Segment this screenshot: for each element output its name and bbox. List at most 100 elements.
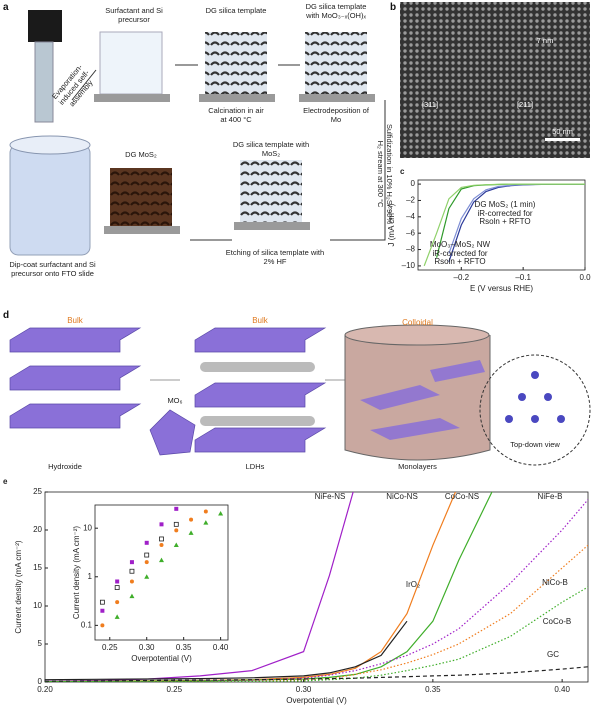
panel-label: d: [3, 310, 10, 321]
step-label: Dip-coat surfactant and Si precursor ont…: [9, 260, 96, 278]
tem-label: [311]: [421, 100, 439, 109]
y-axis-label: Current density (mA cm⁻²): [72, 526, 81, 619]
lattice: [505, 371, 565, 423]
phase-label: Bulk: [67, 316, 83, 325]
x-tick-label: 0.35: [425, 685, 441, 694]
zoom-circle: [479, 354, 591, 466]
beaker: [9, 144, 91, 256]
plot-frame: [417, 179, 586, 271]
y-axis-label: J (mA cm⁻²): [387, 203, 396, 246]
substrates: [94, 94, 375, 234]
panel-label: c: [400, 167, 405, 176]
y-axis-label: Current density (mA cm⁻²): [14, 540, 23, 633]
series-line: [45, 666, 588, 682]
tem-image: [400, 2, 590, 158]
series-label: NiFe-B: [538, 492, 563, 501]
marker: [129, 560, 134, 565]
marker: [218, 511, 224, 516]
step-label: Surfactant and Si precursor: [105, 6, 163, 24]
annotation: Rsoln + RFTO: [434, 257, 485, 266]
y-tick-label: 10: [83, 523, 92, 532]
stage-label: MO₆: [167, 396, 183, 405]
step-label: Electrodeposition of Mo: [303, 106, 369, 124]
x-tick-label: –0.2: [454, 273, 470, 282]
marker: [100, 608, 105, 613]
x-tick-label: 0.30: [296, 685, 312, 694]
cube: [240, 160, 302, 222]
panel-label: e: [3, 477, 8, 486]
marker: [115, 600, 120, 605]
marker: [189, 517, 194, 522]
marker: [159, 557, 164, 563]
step-label: Sulfidization in 10% H₂S/ 90% H₂ stream …: [376, 123, 394, 225]
tem-label: 7 nm: [536, 36, 554, 45]
marker: [114, 614, 120, 619]
series-label: NiCo-B: [542, 578, 568, 587]
monolayer-sheets: [360, 360, 485, 440]
marker: [188, 530, 194, 535]
step-label: Calcination in air at 400 °C: [208, 106, 264, 124]
series-label: NiFe-NS: [315, 492, 346, 501]
tem-label: 50 nm: [552, 127, 573, 136]
annotation: Rsoln + RFTO: [479, 217, 530, 226]
marker: [159, 536, 164, 542]
marker: [129, 568, 135, 574]
marker: [174, 528, 179, 533]
marker: [203, 509, 208, 514]
y-tick-label: 25: [33, 487, 42, 496]
panel-label: a: [3, 2, 9, 13]
x-tick-label: –0.1: [515, 273, 531, 282]
x-tick-label: 0.35: [176, 643, 192, 652]
step-label: DG silica template with MoS₂: [232, 140, 310, 158]
marker: [144, 540, 149, 545]
marker: [114, 585, 120, 590]
series-line: [45, 620, 408, 681]
series-line: [45, 492, 493, 682]
arrows: [71, 64, 386, 241]
y-tick-label: 15: [33, 563, 42, 572]
marker: [173, 542, 179, 548]
marker: [173, 521, 179, 527]
x-axis-label: E (V versus RHE): [470, 284, 533, 293]
panel-label: b: [390, 2, 397, 13]
y-tick-label: 1: [88, 572, 93, 581]
x-tick-label: 0.25: [166, 685, 182, 694]
stage-label: Monolayers: [398, 462, 437, 471]
x-axis-label: Overpotential (V): [131, 654, 192, 663]
x-tick-label: 0.20: [37, 685, 53, 694]
x-tick-label: 0.25: [102, 643, 118, 652]
step-label: DG MoS₂: [125, 150, 157, 159]
marker: [174, 506, 179, 511]
marker: [129, 593, 135, 599]
series-label: CoCo-NS: [445, 492, 479, 501]
cube: [99, 31, 163, 95]
y-tick-label: 5: [38, 639, 43, 648]
stage-label: Top-down view: [510, 440, 560, 449]
marker: [144, 574, 150, 579]
marker: [99, 599, 105, 605]
marker: [144, 552, 150, 558]
holder: [28, 10, 62, 42]
y-tick-label: 0.1: [81, 620, 93, 629]
annotation: iR-corrected for: [477, 209, 532, 218]
step-label: DG silica template with MoO₃₋ₓ(OH)ₓ: [305, 2, 367, 20]
y-tick-label: –2: [406, 196, 415, 205]
marker: [144, 560, 149, 565]
marker: [129, 579, 134, 584]
annotation: iR-corrected for: [432, 249, 487, 258]
series-label: DG MoS₂ (1 min): [475, 200, 536, 209]
x-tick-label: 0.40: [554, 685, 570, 694]
scale-bar: [545, 138, 580, 141]
y-tick-label: –10: [402, 261, 416, 270]
marker: [115, 579, 120, 584]
series-label: GC: [547, 650, 559, 659]
series-label: CoCo-B: [543, 617, 571, 626]
slide: [34, 41, 54, 123]
series-line: [423, 183, 585, 267]
beaker-rim: [9, 135, 91, 155]
step-label: DG silica template: [205, 6, 267, 15]
cube: [205, 32, 267, 94]
x-tick-label: 0.30: [139, 643, 155, 652]
y-tick-label: –6: [406, 228, 415, 237]
